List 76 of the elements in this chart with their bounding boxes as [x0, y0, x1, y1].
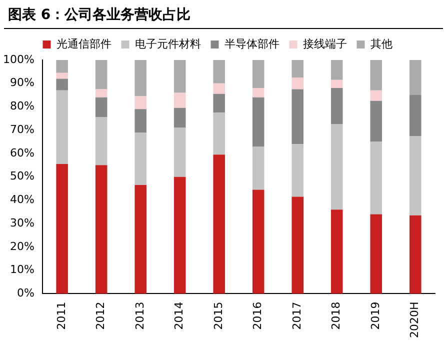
bar [95, 165, 108, 294]
bar [174, 176, 186, 294]
legend-label: 电子元件材料 [134, 37, 201, 50]
x-tick-label: 2012 [94, 302, 108, 330]
bar [174, 128, 186, 177]
bar [330, 124, 343, 210]
y-tick-label: 100% [2, 52, 34, 66]
y-tick-label: 50% [10, 170, 34, 183]
y-tick-label: 30% [10, 216, 34, 230]
bar [330, 80, 343, 88]
bar [56, 90, 68, 164]
bar [292, 196, 304, 294]
x-tick-label: 2016 [251, 302, 264, 330]
bar [174, 108, 186, 128]
bar [56, 60, 68, 73]
bar [330, 88, 343, 124]
x-tick-label: 2011 [54, 302, 68, 330]
bar [134, 185, 146, 294]
bar [134, 109, 146, 132]
legend-label: 光通信部件 [56, 37, 112, 50]
bar [370, 100, 382, 142]
bar [134, 132, 146, 186]
y-tick-label: 70% [10, 122, 34, 136]
chart-title: 图表 6：公司各业务营收占比 [4, 0, 443, 29]
bar [95, 97, 108, 118]
y-tick-label: 20% [10, 240, 34, 253]
bar [213, 60, 225, 84]
bar [252, 146, 264, 190]
bar [370, 142, 382, 214]
x-tick-label: 2020H [408, 302, 422, 338]
x-tick-label: 2017 [290, 302, 304, 330]
bar [56, 78, 68, 90]
bar [330, 210, 343, 294]
bar [252, 97, 264, 146]
bar [409, 95, 422, 136]
bar [174, 92, 186, 108]
bar [134, 96, 146, 110]
bar [370, 214, 382, 294]
y-tick-label: 10% [10, 263, 34, 276]
bar [409, 215, 422, 294]
x-tick-label: 2014 [172, 302, 186, 330]
legend-label: 接线端子 [302, 37, 347, 50]
bar [292, 78, 304, 90]
y-tick-label: 40% [10, 193, 34, 206]
bar [252, 60, 264, 88]
bar [95, 117, 108, 166]
bar [213, 83, 225, 94]
bar [213, 94, 225, 113]
bar [292, 89, 304, 144]
bar [56, 72, 68, 79]
y-tick-label: 60% [10, 146, 34, 160]
bar [213, 154, 225, 294]
bar [95, 60, 108, 90]
y-tick-label: 80% [10, 100, 34, 113]
x-tick-label: 2019 [368, 302, 382, 330]
x-tick-label: 2015 [212, 302, 225, 330]
bar [292, 144, 304, 197]
bar [409, 136, 422, 216]
bar [134, 60, 146, 96]
bar [330, 60, 343, 80]
bar [95, 89, 108, 98]
bar [252, 190, 264, 294]
bar [252, 88, 264, 98]
legend-label: 半导体部件 [224, 37, 280, 50]
bar [292, 60, 304, 78]
bar [174, 60, 186, 93]
x-tick-label: 2013 [133, 302, 146, 330]
bar [370, 90, 382, 101]
legend-label: 其他 [370, 37, 392, 50]
bar [409, 60, 422, 96]
y-tick-label: 0% [16, 286, 34, 300]
bar [213, 112, 225, 155]
bar [370, 60, 382, 90]
x-tick-label: 2018 [330, 302, 343, 330]
bar [56, 164, 68, 294]
y-tick-label: 90% [10, 76, 34, 90]
